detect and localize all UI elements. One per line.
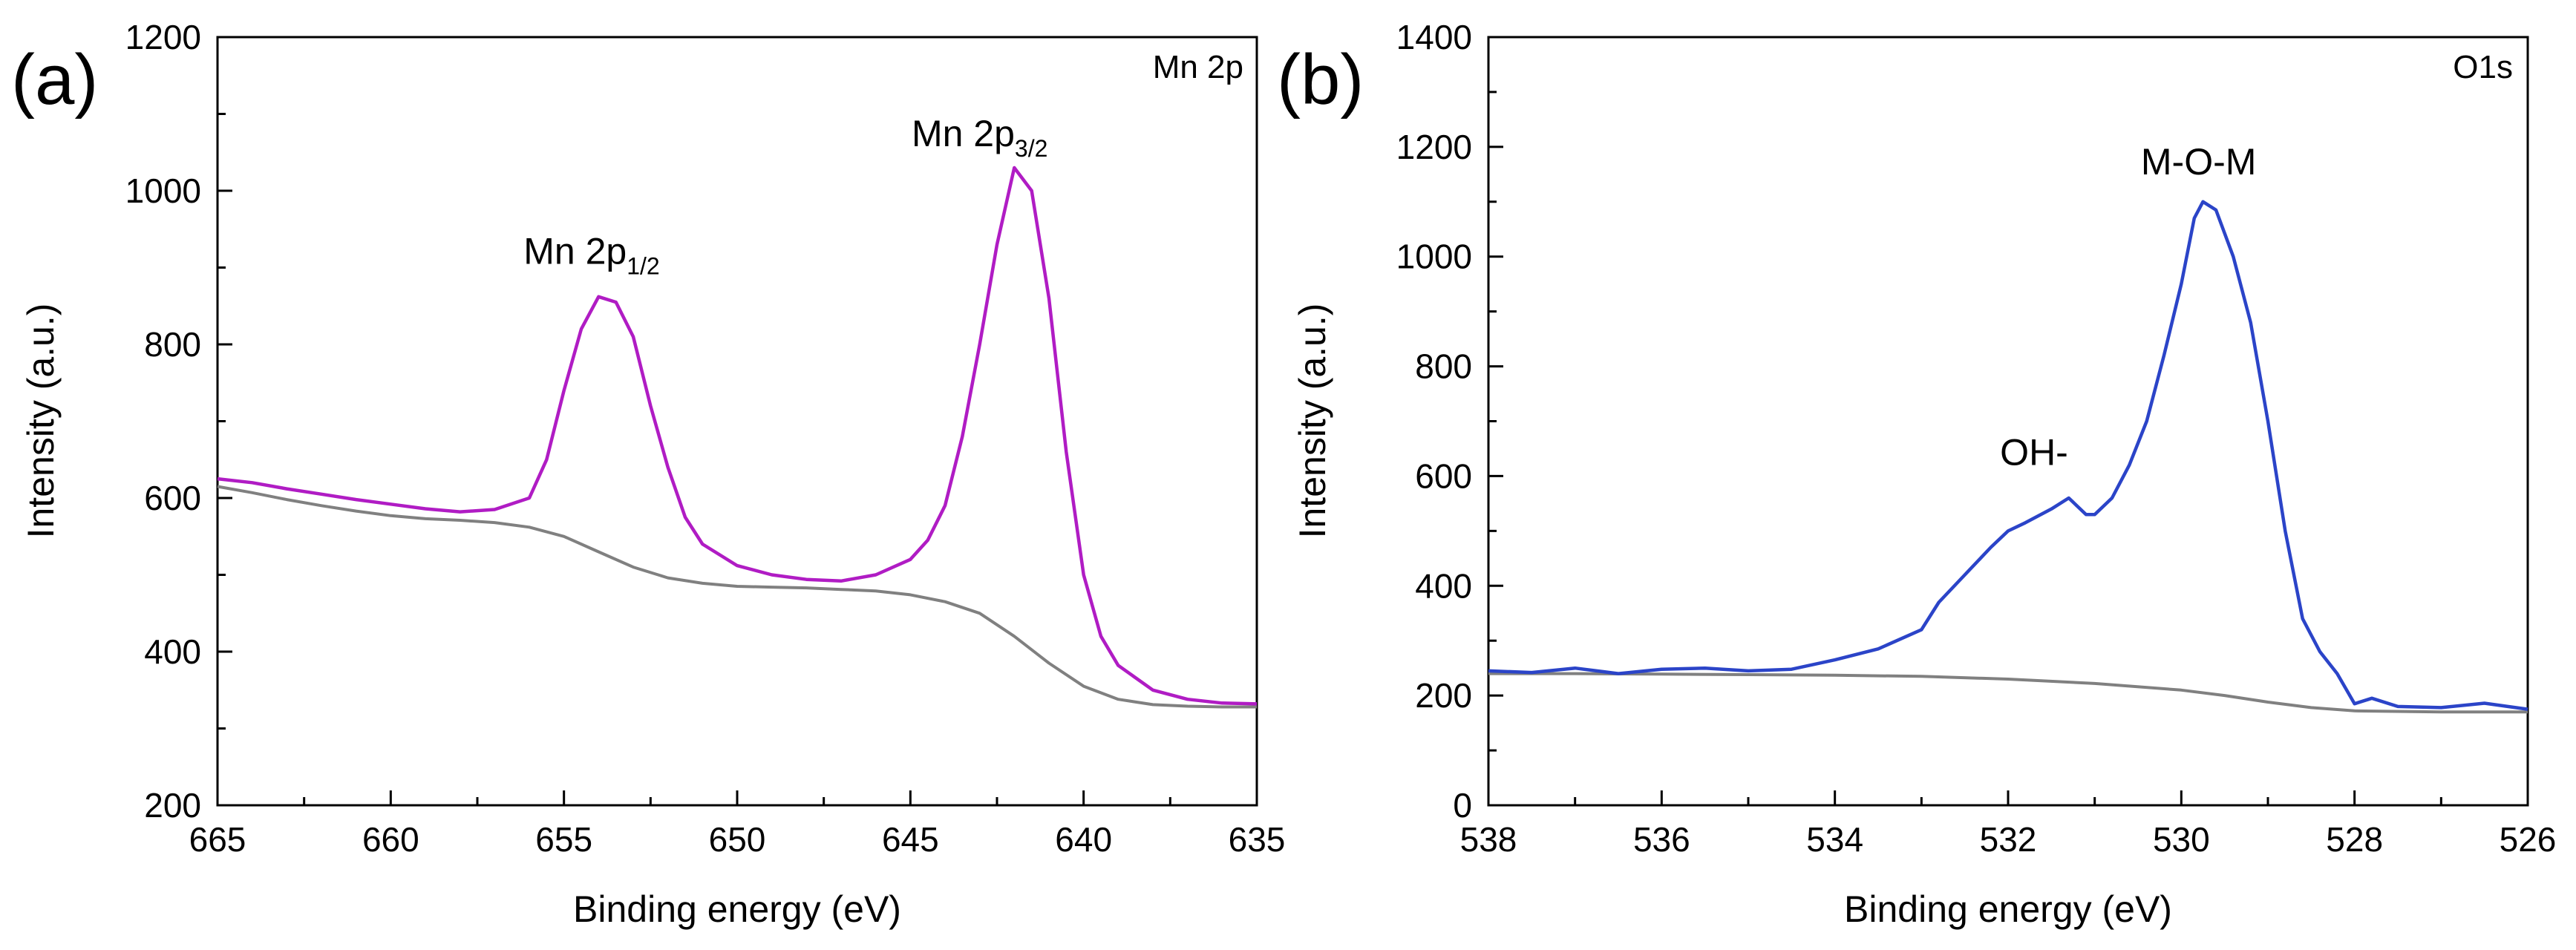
panel-a-x-tick-label: 655	[535, 820, 592, 859]
panel-b-spectrum-line	[1488, 200, 2528, 711]
panel-b-x-tick-label: 528	[2326, 820, 2383, 859]
panel-b-peak-annotation: OH-	[2000, 432, 2068, 474]
panel-b-ticks: 538 536 534 532 530 528 526 0 200 400 600 800 1000 12…	[1396, 18, 2557, 859]
panel-a-peak-annotation-subscript: 3/2	[1015, 135, 1047, 162]
panel-a-frame	[216, 36, 1258, 807]
panel-b-y-tick-label: 1200	[1396, 128, 1472, 166]
panel-a-mn2p: 665 660 655 650 645 640 635 200 400 600 800 1000 120…	[11, 18, 1285, 930]
panel-a-y-tick-label: 1000	[125, 171, 201, 210]
panel-a-peak-annotation: Mn 2p1/2	[523, 230, 659, 279]
panel-a-peak-annotation-subscript: 1/2	[627, 252, 659, 279]
panel-b-y-tick-label: 1400	[1396, 18, 1472, 56]
panel-b-frame	[1487, 36, 2529, 807]
panel-a-xunit-text: (eV)	[831, 888, 901, 930]
panel-a-x-tick-label: 665	[189, 820, 246, 859]
panel-b-y-axis-title: Intensity (a.u.)	[1292, 304, 1333, 539]
panel-b-x-tick-label: 530	[2153, 820, 2210, 859]
panel-b-x-axis-title: Binding energy (eV)	[1844, 888, 2172, 930]
panel-b-x-tick-label: 526	[2500, 820, 2557, 859]
panel-b-y-tick-label: 0	[1453, 786, 1472, 825]
panel-a-spectrum-line	[217, 166, 1258, 706]
panel-a-peak-annotation: Mn 2p3/2	[912, 113, 1047, 162]
panel-a-annotations: Mn 2p1/2Mn 2p3/2	[523, 113, 1047, 279]
panel-a-corner-label: Mn 2p	[1153, 49, 1243, 85]
panel-a-y-tick-label: 400	[144, 632, 201, 671]
panel-a-x-tick-label: 660	[362, 820, 419, 859]
panel-b-xunit-text: (eV)	[2102, 888, 2172, 930]
panel-a-background-line	[217, 485, 1257, 709]
panel-a-y-tick-label: 200	[144, 786, 201, 825]
panel-a-y-tick-label: 800	[144, 325, 201, 364]
panel-a-label: (a)	[11, 40, 98, 119]
panel-b-y-tick-label: 800	[1415, 347, 1472, 386]
panel-a-peak-annotation-text: Mn 2p	[912, 113, 1015, 154]
panel-b-y-tick-label: 400	[1415, 566, 1472, 605]
panel-a-y-tick-label: 600	[144, 479, 201, 517]
panel-b-y-tick-label: 600	[1415, 456, 1472, 495]
panel-b-x-tick-label: 534	[1806, 820, 1863, 859]
panel-b-peak-annotation-text: M-O-M	[2141, 141, 2257, 183]
panel-b-y-tick-label: 1000	[1396, 238, 1472, 276]
panel-a-xlabel-text: Binding energy	[573, 888, 821, 930]
panel-a-y-axis-title: Intensity (a.u.)	[20, 304, 62, 539]
panel-a-x-tick-label: 640	[1055, 820, 1112, 859]
panel-a-x-axis-title: Binding energy (eV)	[573, 888, 901, 930]
panel-b-peak-annotation-text: OH-	[2000, 432, 2068, 474]
panel-b-o1s: 538 536 534 532 530 528 526 0 200 400 600 800 1000 12…	[1277, 18, 2556, 930]
panel-b-peak-annotation: M-O-M	[2141, 141, 2257, 183]
panel-a-series	[217, 166, 1258, 709]
panel-b-x-tick-label: 538	[1460, 820, 1517, 859]
panel-a-x-tick-label: 650	[709, 820, 766, 859]
panel-a-x-tick-label: 635	[1229, 820, 1286, 859]
panel-b-corner-label: O1s	[2453, 49, 2513, 85]
panel-b-label: (b)	[1277, 40, 1364, 119]
panel-a-y-tick-label: 1200	[125, 18, 201, 56]
panel-b-xlabel-text: Binding energy	[1844, 888, 2092, 930]
panel-b-y-tick-label: 200	[1415, 676, 1472, 715]
panel-b-x-tick-label: 532	[1980, 820, 2037, 859]
panel-b-x-tick-label: 536	[1633, 820, 1690, 859]
panel-a-x-tick-label: 645	[882, 820, 939, 859]
panel-b-annotations: OH- M-O-M	[2000, 141, 2256, 474]
panel-a-peak-annotation-text: Mn 2p	[523, 230, 627, 272]
panel-b-background-line	[1488, 672, 2528, 714]
panel-b-series	[1488, 200, 2528, 714]
panel-a-ticks: 665 660 655 650 645 640 635 200 400 600 800 1000 120…	[125, 18, 1286, 859]
